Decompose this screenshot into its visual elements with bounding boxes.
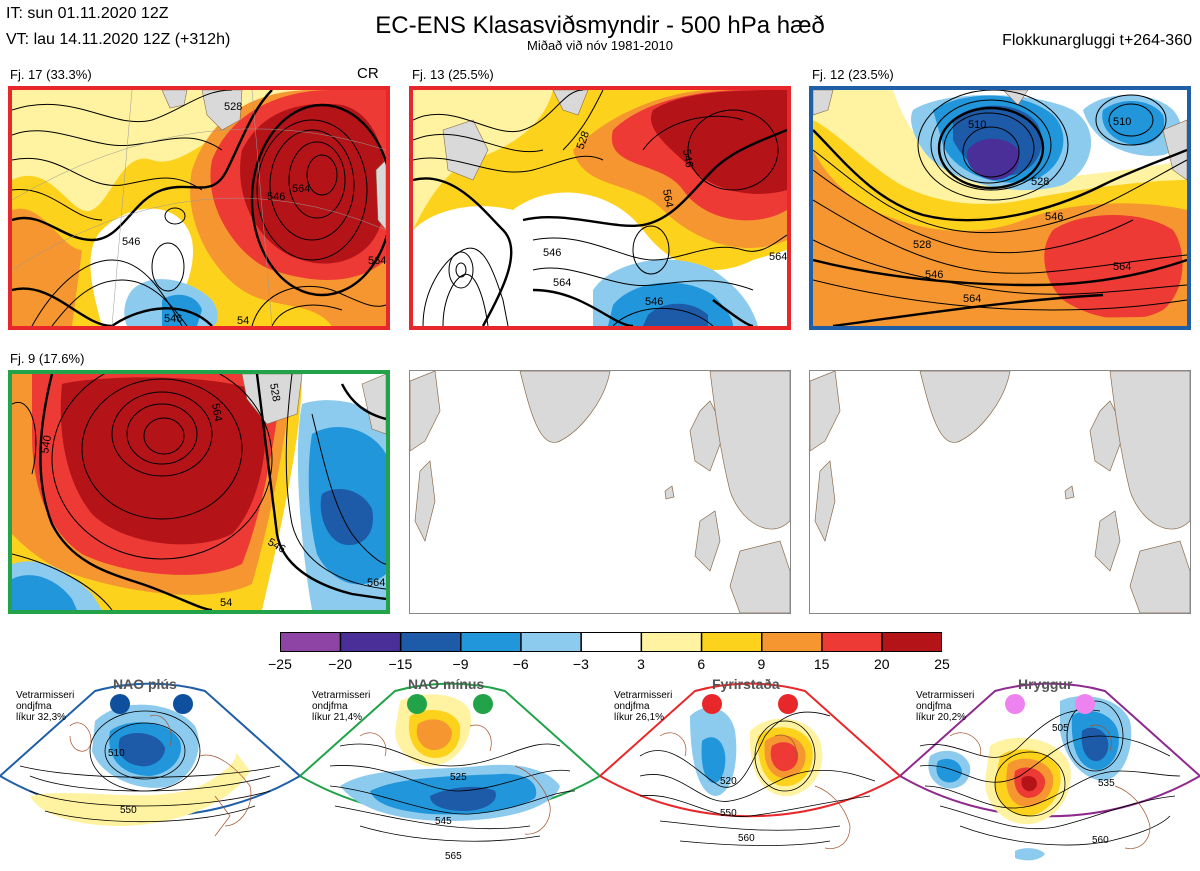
regime-desc-1: Vetrarmisseri — [614, 690, 673, 701]
regime-nao-plus: 510 550 NAO plús Vetrarmisseri ondjfma l… — [0, 676, 300, 871]
regime-desc-3: líkur 32,3% — [16, 712, 67, 723]
panel-label-4: Fj. 9 (17.6%) — [10, 351, 85, 366]
contour-label: 54 — [237, 315, 249, 326]
valid-time: VT: lau 14.11.2020 12Z (+312h) — [6, 31, 231, 48]
contour-label: 540 — [39, 434, 54, 454]
contour-label: 546 — [680, 148, 695, 168]
contour-label: 54 — [220, 597, 232, 609]
initial-time: IT: sun 01.11.2020 12Z — [6, 5, 169, 22]
contour-label: 528 — [1031, 176, 1049, 188]
contour-label: 546 — [267, 191, 285, 203]
panel-label-1: Fj. 17 (33.3%) — [10, 67, 92, 82]
regime-blocking: 520 550 560 Fyrirstaða Vetrarmisseri ond… — [600, 676, 900, 871]
contour-label: 546 — [122, 236, 140, 248]
cluster-map-4: 564 528 540 546 564 54 — [8, 370, 390, 614]
page-title: EC-ENS Klasasviðsmyndir - 500 hPa hæð — [375, 12, 825, 39]
colorbar-swatch — [520, 632, 582, 652]
contour-label: 510 — [968, 119, 986, 131]
cluster-map-1: 546 564 528 546 546 564 54 — [8, 86, 390, 330]
colorbar-tick-label: −3 — [572, 656, 589, 672]
regime-desc-1: Vetrarmisseri — [312, 690, 371, 701]
regime-name: NAO mínus — [408, 676, 485, 692]
regime-name: Hryggur — [1018, 676, 1073, 692]
panel-tag-1: CR — [357, 65, 379, 82]
contour-label: 564 — [553, 277, 571, 289]
regime-nao-minus: 525 545 565 NAO mínus Vetrarmisseri ondj… — [300, 676, 600, 871]
contour-label: 510 — [1113, 116, 1131, 128]
page-subtitle: Miðað við nóv 1981-2010 — [527, 38, 673, 53]
colorbar-tick-label: 20 — [874, 656, 890, 672]
contour-label: 550 — [120, 805, 137, 816]
colorbar-tick-label: 6 — [697, 656, 706, 672]
contour-label: 560 — [738, 833, 755, 844]
contour-label: 564 — [368, 255, 386, 267]
colorbar-tick-label: −25 — [268, 656, 292, 672]
contour-label: 564 — [660, 188, 675, 208]
contour-label: 528 — [267, 382, 282, 402]
contour-label: 546 — [925, 269, 943, 281]
contour-label: 546 — [543, 247, 561, 259]
classification-window: Flokkunargluggi t+264-360 — [1002, 32, 1192, 49]
colorbar-swatch — [400, 632, 462, 652]
panel-label-2: Fj. 13 (25.5%) — [412, 67, 494, 82]
colorbar-swatch — [881, 632, 942, 652]
empty-map-6 — [809, 370, 1191, 614]
colorbar-tick-label: −6 — [512, 656, 529, 672]
contour-label: 510 — [108, 748, 125, 759]
regime-desc-2: ondjfma — [312, 701, 348, 712]
contour-label: 545 — [435, 816, 452, 827]
contour-label: 528 — [224, 101, 242, 113]
contour-label: 520 — [720, 776, 737, 787]
contour-label: 546 — [164, 313, 182, 325]
panel-label-3: Fj. 12 (23.5%) — [812, 67, 894, 82]
colorbar-tick-label: −9 — [452, 656, 469, 672]
contour-label: 565 — [445, 851, 462, 862]
contour-label: 564 — [209, 402, 224, 422]
regime-desc-3: líkur 26,1% — [614, 712, 665, 723]
colorbar-tick-label: 15 — [813, 656, 830, 672]
regime-desc-3: líkur 21,4% — [312, 712, 363, 723]
contour-label: 528 — [913, 239, 931, 251]
colorbar-swatch — [580, 632, 642, 652]
cluster-map-2: 528 546 564 546 564 546 564 — [409, 86, 791, 330]
colorbar-swatch — [460, 632, 522, 652]
contour-label: 525 — [450, 772, 467, 783]
contour-label: 546 — [1045, 211, 1063, 223]
cluster-map-3: 510 510 528 546 528 546 564 564 — [809, 86, 1191, 330]
colorbar-swatch — [340, 632, 401, 652]
colorbar — [280, 632, 942, 652]
colorbar-swatch — [641, 632, 702, 652]
regime-desc-3: líkur 20,2% — [916, 712, 967, 723]
regime-ridge: 505 535 560 Hryggur Vetrarmisseri ondjfm… — [900, 676, 1200, 871]
regime-desc-2: ondjfma — [16, 701, 52, 712]
contour-label: 535 — [1098, 778, 1115, 789]
colorbar-tick-label: −15 — [388, 656, 413, 672]
colorbar-swatch — [701, 632, 762, 652]
contour-label: 564 — [292, 183, 310, 195]
colorbar-swatch — [761, 632, 823, 652]
regime-desc-1: Vetrarmisseri — [916, 690, 975, 701]
contour-label: 550 — [720, 808, 737, 819]
empty-map-5 — [409, 370, 791, 614]
regime-desc-2: ondjfma — [916, 701, 952, 712]
contour-label: 505 — [1052, 723, 1069, 734]
colorbar-swatch — [280, 632, 341, 652]
colorbar-swatch — [821, 632, 883, 652]
colorbar-tick-label: −20 — [328, 656, 353, 672]
contour-label: 564 — [963, 293, 981, 305]
contour-label: 560 — [1092, 835, 1109, 846]
regime-desc-1: Vetrarmisseri — [16, 690, 75, 701]
colorbar-tick-label: 3 — [637, 656, 645, 672]
contour-label: 546 — [645, 296, 663, 308]
regime-desc-2: ondjfma — [614, 701, 650, 712]
regime-name: Fyrirstaða — [712, 676, 780, 692]
colorbar-tick-label: 25 — [934, 656, 950, 672]
contour-label: 564 — [367, 577, 385, 589]
contour-label: 564 — [1113, 261, 1131, 273]
contour-label: 564 — [769, 251, 787, 263]
contour-label: 528 — [575, 130, 593, 151]
colorbar-tick-label: 9 — [757, 656, 766, 672]
regime-name: NAO plús — [113, 676, 177, 692]
